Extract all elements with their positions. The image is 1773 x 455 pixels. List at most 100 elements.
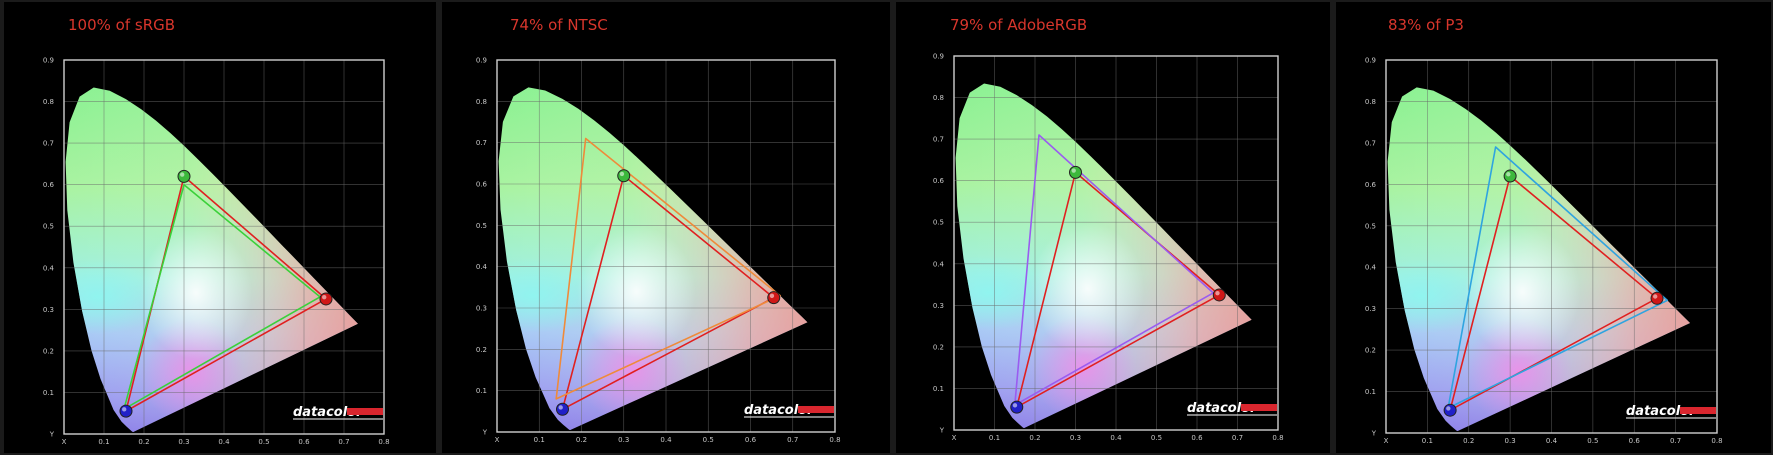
y-tick-label: 0.7 xyxy=(1365,139,1376,147)
y-tick-label: 0.8 xyxy=(933,94,944,102)
y-tick-label: 0.5 xyxy=(43,223,54,231)
plot-frame xyxy=(1385,59,1718,434)
x-tick-label: 0.3 xyxy=(178,438,189,446)
x-tick-label: X xyxy=(495,436,500,444)
x-tick-label: 0.8 xyxy=(1711,437,1722,445)
datacolor-logo: datacolor xyxy=(1187,401,1277,416)
x-tick-label: 0.3 xyxy=(1070,434,1081,442)
green-primary-marker xyxy=(1069,165,1082,179)
x-tick-label: 0.8 xyxy=(378,438,389,446)
chart-panel-ntsc: 74% of NTSC X 0.1 0.2 0.3 0.4 0.5 0.6 0.7 0.8 Y 0.1… xyxy=(442,2,890,453)
y-tick-label: 0.4 xyxy=(43,264,55,272)
x-tick-label: 0.5 xyxy=(1151,434,1162,442)
chart-panel-adobergb: 79% of AdobeRGB X 0.1 0.2 0.3 0.4 0.5 0.6 0.7 0.8… xyxy=(896,2,1330,453)
green-primary-marker xyxy=(1503,169,1517,183)
x-tick-label: 0.2 xyxy=(576,436,587,444)
x-tick-label: 0.2 xyxy=(1029,434,1040,442)
y-tick-label: 0.9 xyxy=(1365,57,1376,65)
y-tick-label: 0.8 xyxy=(476,98,487,106)
x-tick-label: 0.1 xyxy=(989,434,1000,442)
x-tick-label: 0.3 xyxy=(1505,437,1516,445)
y-tick-label: 0.6 xyxy=(476,181,488,189)
y-tick-label: 0.9 xyxy=(933,53,944,61)
y-tick-label: 0.8 xyxy=(1365,98,1376,106)
plot-frame xyxy=(496,59,836,433)
x-tick-label: 0.2 xyxy=(1463,437,1474,445)
x-tick-label: 0.7 xyxy=(338,438,349,446)
y-tick-label: 0.3 xyxy=(43,306,54,314)
y-tick-label: Y xyxy=(1371,430,1377,438)
x-tick-label: 0.6 xyxy=(745,436,757,444)
x-tick-label: 0.1 xyxy=(98,438,109,446)
y-tick-label: 0.7 xyxy=(476,139,487,147)
reference-gamut-triangle xyxy=(555,137,781,400)
measured-gamut-triangle xyxy=(561,174,775,411)
svg-text:datacolor: datacolor xyxy=(293,405,364,420)
x-tick-label: 0.4 xyxy=(218,438,230,446)
y-tick-label: 0.4 xyxy=(476,263,488,271)
x-tick-label: 0.5 xyxy=(258,438,269,446)
y-tick-label: 0.5 xyxy=(933,219,944,227)
x-tick-label: 0.8 xyxy=(1272,434,1283,442)
blue-primary-marker xyxy=(1443,403,1457,417)
x-tick-label: 0.5 xyxy=(1587,437,1598,445)
y-tick-label: 0.2 xyxy=(476,346,487,354)
y-tick-label: Y xyxy=(49,431,55,439)
red-primary-marker xyxy=(1650,291,1664,305)
measured-gamut-triangle xyxy=(1449,175,1658,412)
spectral-locus xyxy=(498,87,808,431)
datacolor-logo: datacolor xyxy=(293,405,383,420)
x-tick-label: X xyxy=(62,438,67,446)
x-tick-label: 0.1 xyxy=(1422,437,1433,445)
y-tick-label: 0.4 xyxy=(933,260,945,268)
red-primary-marker xyxy=(767,291,781,305)
y-tick-label: Y xyxy=(482,429,488,437)
red-primary-marker xyxy=(1212,288,1226,302)
y-tick-label: 0.6 xyxy=(933,177,945,185)
x-tick-label: 0.8 xyxy=(829,436,840,444)
blue-primary-marker xyxy=(555,402,569,416)
svg-text:datacolor: datacolor xyxy=(1626,404,1697,419)
green-primary-marker xyxy=(177,169,191,183)
blue-primary-marker xyxy=(119,404,133,418)
x-tick-label: 0.4 xyxy=(1546,437,1558,445)
svg-text:datacolor: datacolor xyxy=(744,403,815,418)
spectral-locus xyxy=(65,87,358,432)
x-tick-label: 0.6 xyxy=(298,438,310,446)
datacolor-logo: datacolor xyxy=(744,403,834,418)
cie-chart: X 0.1 0.2 0.3 0.4 0.5 0.6 0.7 0.8 Y 0.1 0.2 0.3 0.4 0.… xyxy=(43,57,390,447)
y-tick-label: 0.3 xyxy=(1365,305,1376,313)
chart-title: 79% of AdobeRGB xyxy=(950,16,1088,34)
y-tick-label: 0.2 xyxy=(43,347,54,355)
y-tick-label: 0.9 xyxy=(43,57,54,65)
y-tick-label: 0.2 xyxy=(1365,347,1376,355)
reference-gamut-triangle xyxy=(123,183,321,410)
chart-panel-srgb: 100% of sRGB X 0.1 0.2 0.3 0.4 0.5 0.6 0.7 0.8 Y 0.… xyxy=(4,2,436,453)
reference-gamut-triangle xyxy=(1447,146,1669,409)
cie-chart: X 0.1 0.2 0.3 0.4 0.5 0.6 0.7 0.8 Y 0.1 0.2 0.3 0.4 0.… xyxy=(1365,57,1723,446)
blue-primary-marker xyxy=(1010,400,1024,414)
reference-gamut-triangle xyxy=(1014,134,1215,406)
svg-text:datacolor: datacolor xyxy=(1187,401,1258,416)
y-tick-label: 0.3 xyxy=(933,302,944,310)
y-tick-label: 0.1 xyxy=(43,389,54,397)
x-tick-label: 0.6 xyxy=(1629,437,1641,445)
y-tick-label: 0.2 xyxy=(933,343,944,351)
chart-title: 74% of NTSC xyxy=(510,16,608,34)
chart-title: 100% of sRGB xyxy=(68,16,176,34)
x-tick-label: X xyxy=(952,434,957,442)
y-tick-label: 0.8 xyxy=(43,98,54,106)
y-tick-label: 0.1 xyxy=(476,387,487,395)
chart-title: 83% of P3 xyxy=(1388,16,1464,34)
spectral-locus xyxy=(955,83,1252,428)
y-tick-label: 0.4 xyxy=(1365,264,1377,272)
y-tick-label: 0.5 xyxy=(476,222,487,230)
y-tick-label: 0.6 xyxy=(43,181,55,189)
x-tick-label: 0.3 xyxy=(618,436,629,444)
x-tick-label: 0.7 xyxy=(787,436,798,444)
x-tick-label: 0.7 xyxy=(1232,434,1243,442)
y-tick-label: 0.7 xyxy=(933,136,944,144)
datacolor-logo: datacolor xyxy=(1626,404,1716,419)
y-tick-label: 0.1 xyxy=(1365,388,1376,396)
x-tick-label: X xyxy=(1384,437,1389,445)
